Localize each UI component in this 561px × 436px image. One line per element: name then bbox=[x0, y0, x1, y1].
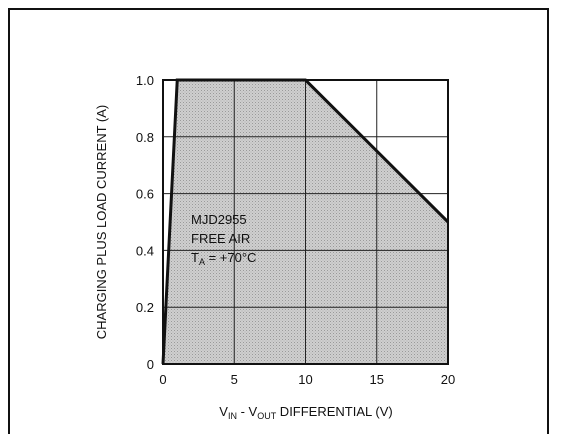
figure-frame bbox=[8, 8, 549, 434]
y-tick-label: 0 bbox=[147, 357, 154, 372]
y-tick-label: 0.2 bbox=[136, 300, 154, 315]
y-tick-label: 0.6 bbox=[136, 187, 154, 202]
x-tick-label: 0 bbox=[159, 372, 166, 387]
x-tick-label: 10 bbox=[298, 372, 312, 387]
x-tick-label: 15 bbox=[370, 372, 384, 387]
x-axis-label: VIN - VOUT DIFFERENTIAL (V) bbox=[219, 404, 392, 421]
y-tick-label: 0.8 bbox=[136, 130, 154, 145]
annotation-line-1: MJD2955 bbox=[191, 212, 247, 227]
y-tick-label: 1.0 bbox=[136, 73, 154, 88]
annotation-line-3: TA = +70°C bbox=[191, 250, 256, 267]
chart-annotation: MJD2955 FREE AIR TA = +70°C bbox=[191, 212, 256, 267]
plot-border bbox=[162, 79, 449, 365]
x-tick-label: 5 bbox=[231, 372, 238, 387]
y-tick-label: 0.4 bbox=[136, 243, 154, 258]
annotation-line-2: FREE AIR bbox=[191, 231, 250, 246]
y-axis-label: CHARGING PLUS LOAD CURRENT (A) bbox=[94, 105, 109, 340]
x-tick-label: 20 bbox=[441, 372, 455, 387]
